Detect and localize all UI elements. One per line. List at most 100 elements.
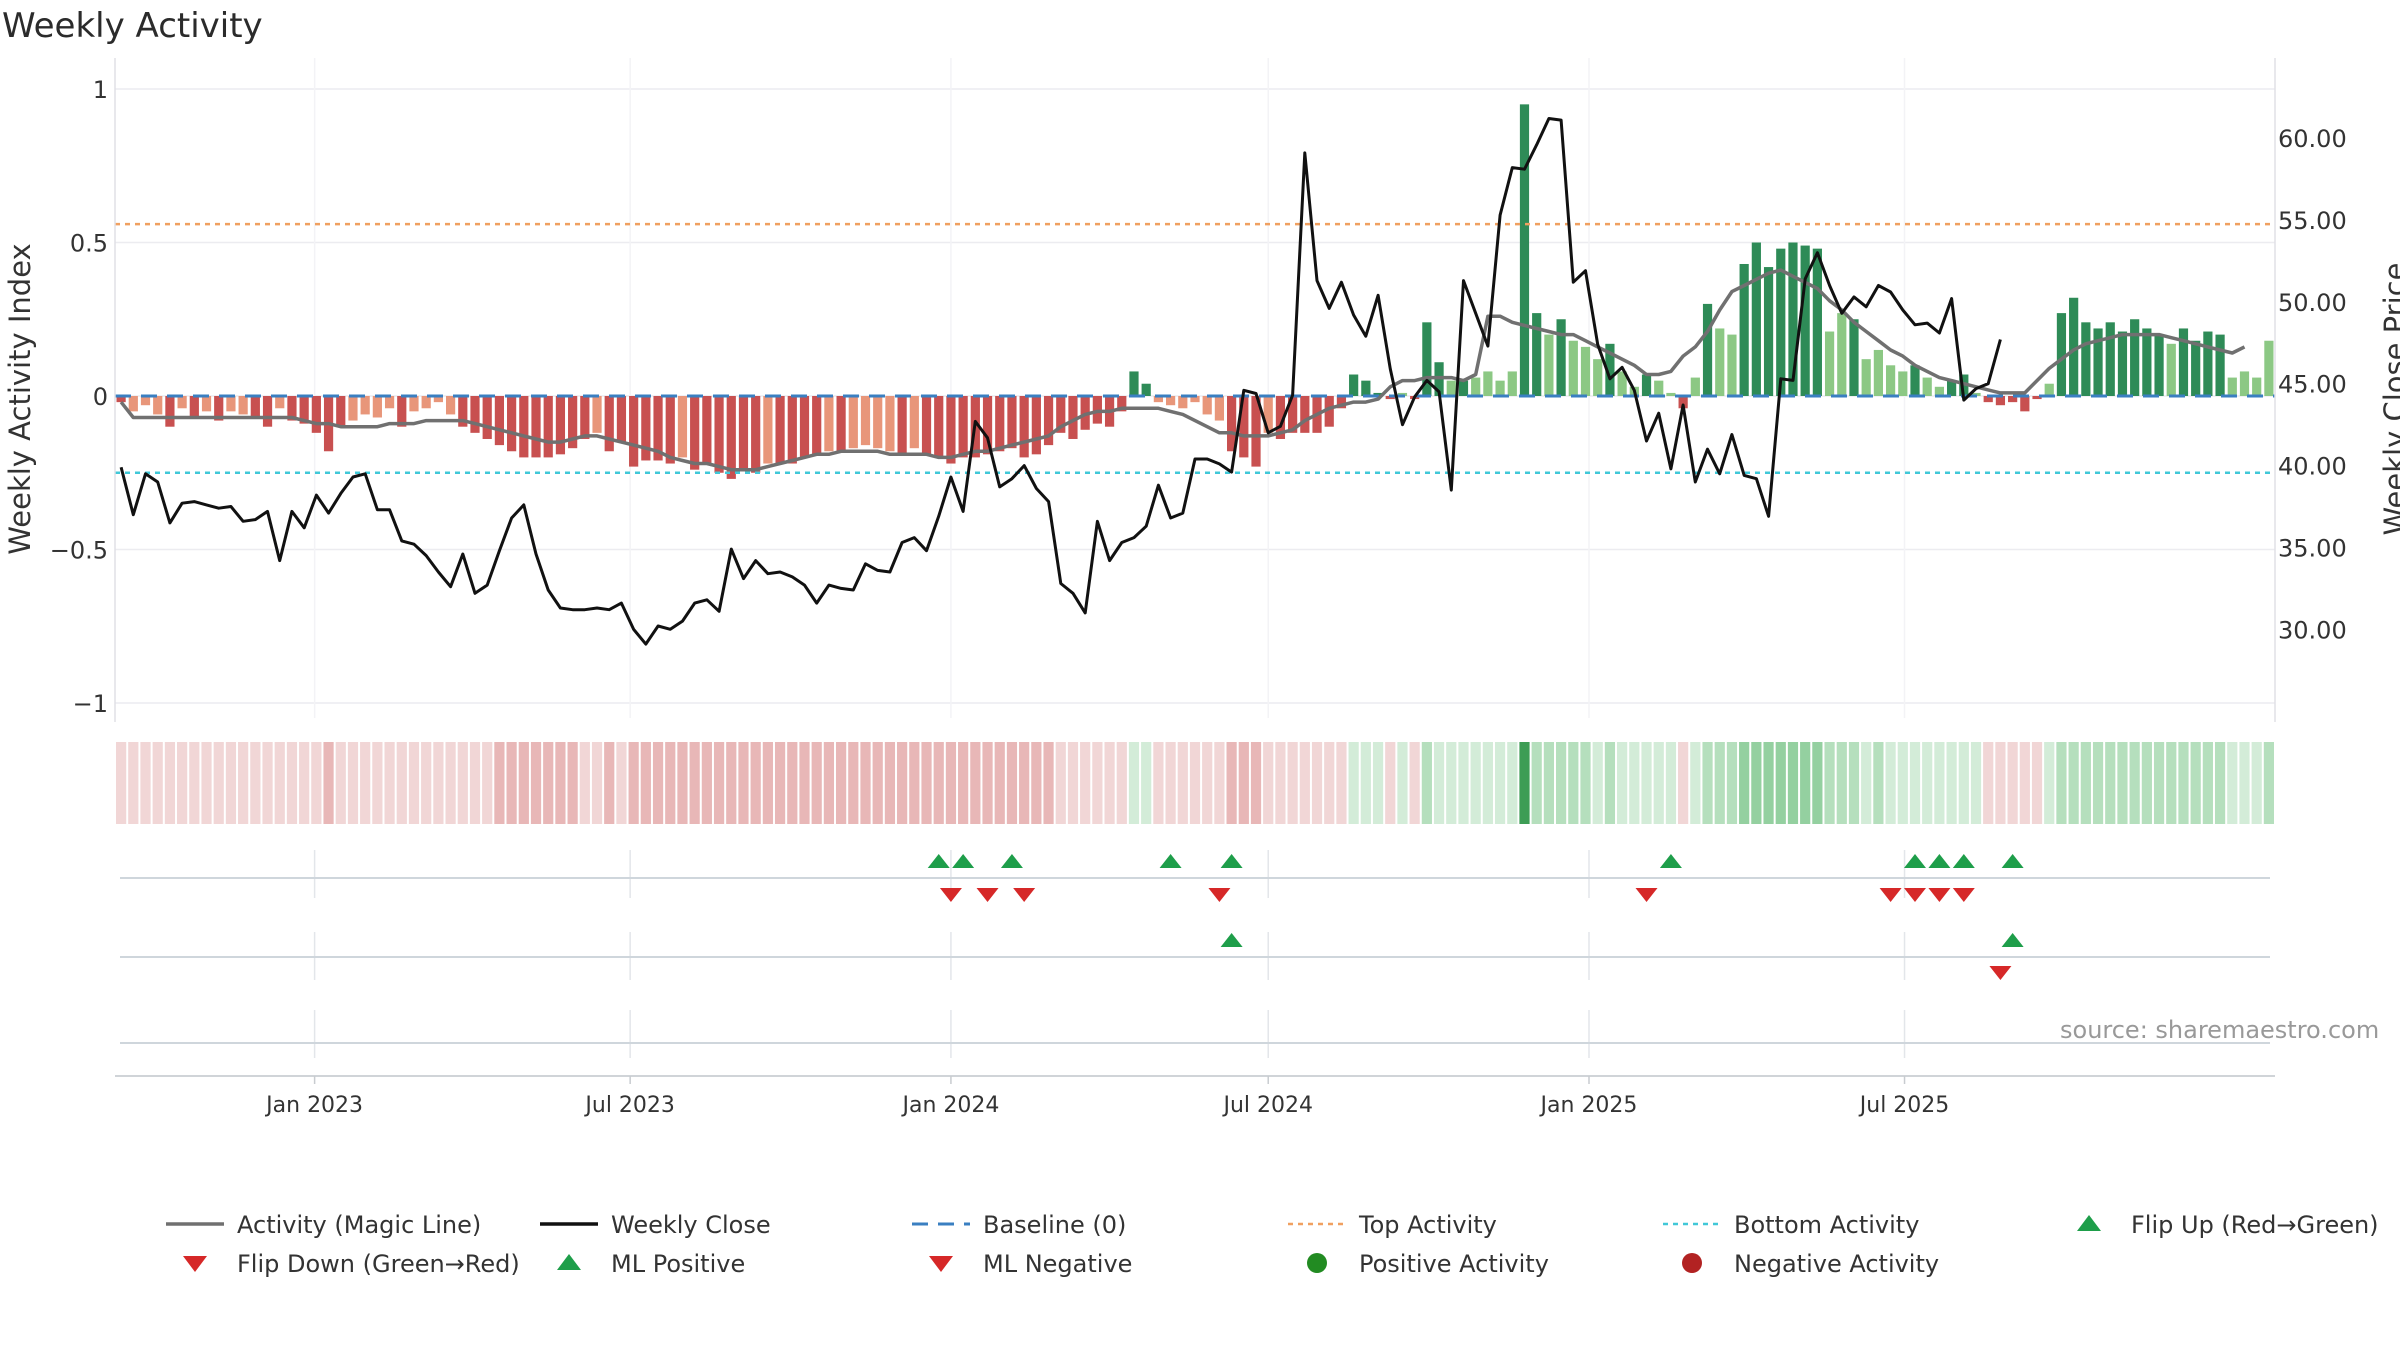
source-attribution: source: sharemaestro.com [2060, 1016, 2380, 1044]
strip-cell [1543, 742, 1554, 824]
activity-bar [1178, 396, 1188, 409]
activity-bar [836, 396, 846, 452]
strip-cell [1019, 742, 1030, 824]
activity-bar [1519, 104, 1530, 396]
y-tick-label-right: 30.00 [2278, 616, 2347, 644]
strip-cell [286, 742, 298, 824]
activity-bar [1849, 319, 1859, 396]
flip-up-marker [1659, 854, 1682, 868]
strip-cell [1739, 742, 1750, 824]
legend-swatch [183, 1256, 207, 1272]
strip-cell [140, 742, 151, 824]
strip-cell [713, 742, 725, 824]
x-tick-label: Jan 2023 [264, 1093, 363, 1118]
activity-bar [214, 396, 224, 421]
activity-bar [1165, 396, 1176, 406]
activity-bar [2056, 313, 2067, 396]
activity-bars [116, 104, 2274, 479]
activity-bar [763, 396, 773, 464]
strip-cell [1592, 742, 1603, 824]
strip-cell [323, 742, 334, 824]
activity-bar [1617, 371, 1627, 396]
activity-bar [165, 396, 175, 427]
strip-cell [2031, 742, 2043, 824]
strip-cell [1238, 742, 1249, 824]
activity-bar [1043, 396, 1054, 446]
activity-bar [1727, 334, 1737, 396]
strip-cell [1067, 742, 1079, 824]
strip-cell [1250, 742, 1262, 824]
activity-bar [2203, 331, 2213, 396]
strip-cell [1800, 742, 1811, 824]
strip-cell [1470, 742, 1481, 824]
activity-bar [580, 396, 590, 439]
strip-cell [384, 742, 395, 824]
activity-bar [360, 396, 370, 415]
activity-bar [1885, 365, 1896, 396]
strip-cell [884, 742, 896, 824]
activity-bar [1007, 396, 1017, 449]
strip-cell [372, 742, 383, 824]
activity-bar [690, 396, 700, 470]
flip-up-marker [1000, 854, 1023, 868]
activity-bar [1898, 371, 1908, 396]
strip-cell [1946, 742, 1957, 824]
strip-cell [1641, 742, 1652, 824]
activity-bar [1776, 248, 1786, 396]
strip-cell [836, 742, 847, 824]
activity-bar [1361, 380, 1371, 396]
strip-cell [909, 742, 920, 824]
strip-cell [555, 742, 566, 824]
activity-bar [1446, 380, 1456, 396]
activity-bar [1507, 371, 1517, 396]
strip-cell [2092, 742, 2104, 824]
strip-cell [311, 742, 322, 824]
activity-bar [909, 396, 919, 449]
strip-cell [640, 742, 651, 824]
strip-cell [762, 742, 773, 824]
strip-cell [848, 742, 859, 824]
strip-cell [1726, 742, 1738, 824]
y-tick-label-left: 0.5 [70, 230, 108, 258]
strip-cell [860, 742, 871, 824]
flip-up-marker [1904, 854, 1926, 868]
y-tick-label-right: 50.00 [2278, 289, 2347, 317]
activity-bar [1300, 396, 1310, 433]
legend-label: Weekly Close [611, 1211, 771, 1239]
strip-cell [933, 742, 944, 824]
strip-cell [1702, 742, 1713, 824]
activity-bar [677, 396, 688, 458]
strip-cell [299, 742, 310, 824]
legend-swatch [2077, 1215, 2101, 1231]
activity-bar [1837, 313, 1847, 396]
flip-down-marker [939, 888, 962, 902]
activity-bar [1702, 303, 1713, 396]
y-tick-label-right: 60.00 [2278, 125, 2347, 153]
activity-bar [1532, 313, 1542, 396]
strip-cell [1031, 742, 1042, 824]
activity-bar [1580, 346, 1591, 396]
activity-bar [250, 396, 260, 418]
activity-bar [128, 396, 138, 412]
strip-cell [970, 742, 981, 824]
activity-bar [2264, 340, 2274, 396]
activity-bar [1214, 396, 1225, 421]
strip-cell [689, 742, 700, 824]
activity-bar [1947, 380, 1957, 396]
activity-bar [1068, 396, 1078, 439]
strip-cell [1006, 742, 1018, 824]
strip-cell [1055, 742, 1066, 824]
activity-bar [2142, 328, 2152, 396]
activity-bar [824, 396, 834, 452]
x-tick-label: Jul 2025 [1858, 1093, 1950, 1118]
strip-cell [1519, 742, 1530, 824]
strip-cell [262, 742, 273, 824]
strip-cell [1458, 742, 1469, 824]
activity-bar [885, 396, 895, 452]
flip-up-marker [952, 854, 975, 868]
strip-cell [872, 742, 883, 824]
strip-cell [360, 742, 371, 824]
activity-bar [348, 396, 358, 421]
strip-cell [225, 742, 237, 824]
strip-cell [1824, 742, 1835, 824]
